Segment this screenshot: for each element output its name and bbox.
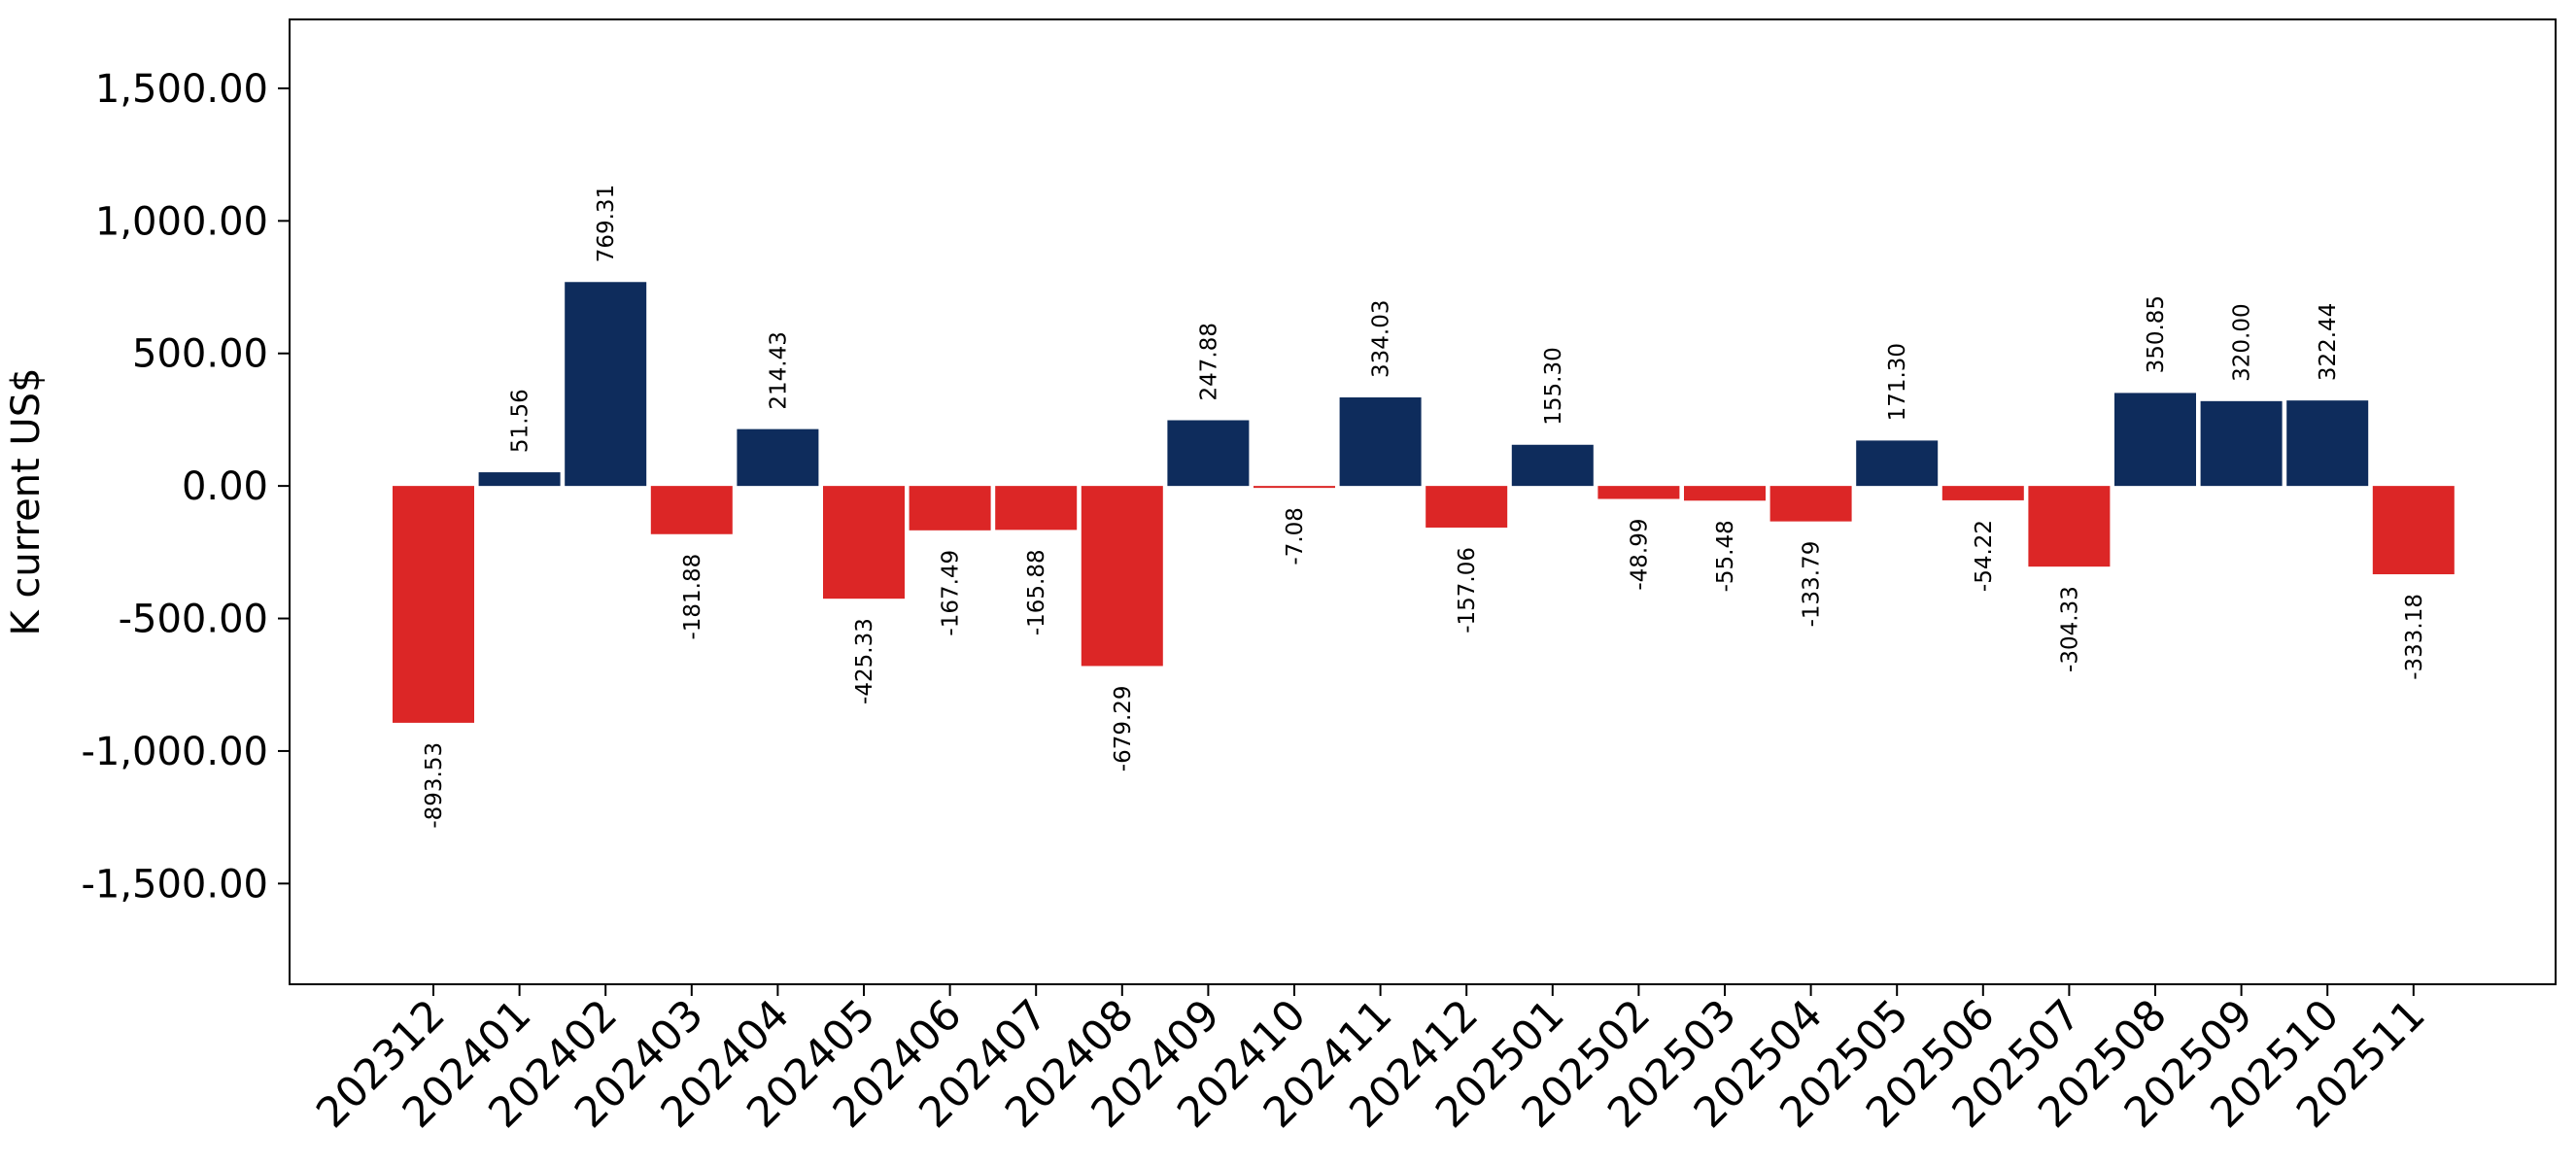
bar-202504 bbox=[1769, 486, 1852, 522]
data-label-202404: 214.43 bbox=[766, 331, 791, 409]
y-tick-label: -1,000.00 bbox=[81, 730, 268, 774]
y-axis-label: K current US$ bbox=[4, 367, 49, 635]
data-label-202505: 171.30 bbox=[1885, 343, 1910, 421]
bars-group bbox=[393, 282, 2455, 723]
bar-202502 bbox=[1597, 486, 1680, 499]
data-label-202503: -55.48 bbox=[1713, 520, 1738, 592]
bar-202401 bbox=[478, 472, 561, 487]
bar-202312 bbox=[393, 486, 474, 723]
bar-202511 bbox=[2372, 486, 2455, 575]
data-label-202510: 322.44 bbox=[2316, 303, 2341, 381]
data-label-202407: -165.88 bbox=[1024, 549, 1049, 635]
bar-202408 bbox=[1081, 486, 1163, 667]
bar-202412 bbox=[1425, 486, 1508, 528]
bar-202402 bbox=[565, 282, 647, 487]
data-labels-group: -893.53 51.56 769.31 -181.88 214.43 -425.33 -1… bbox=[422, 185, 2427, 829]
data-label-202507: -304.33 bbox=[2057, 586, 2082, 672]
data-label-202412: -157.06 bbox=[1455, 547, 1480, 634]
plot-frame bbox=[289, 18, 2557, 985]
bar-202506 bbox=[1941, 486, 2024, 500]
bar-202509 bbox=[2200, 400, 2283, 487]
y-tick-label: 1,000.00 bbox=[95, 199, 268, 244]
data-label-202410: -7.08 bbox=[1283, 507, 1308, 565]
bar-202510 bbox=[2286, 400, 2369, 487]
y-tick-label: -500.00 bbox=[119, 598, 268, 642]
bar-202410 bbox=[1254, 486, 1335, 489]
bar-202507 bbox=[2028, 486, 2111, 567]
bar-202411 bbox=[1339, 397, 1422, 487]
bar-202404 bbox=[737, 428, 819, 487]
data-label-202406: -167.49 bbox=[939, 550, 964, 636]
data-label-202502: -48.99 bbox=[1627, 518, 1652, 590]
data-label-202312: -893.53 bbox=[422, 742, 447, 829]
data-label-202403: -181.88 bbox=[680, 554, 705, 640]
data-label-202402: 769.31 bbox=[594, 185, 619, 262]
bar-202407 bbox=[995, 486, 1078, 531]
bar-202501 bbox=[1511, 444, 1594, 487]
bar-202409 bbox=[1167, 420, 1250, 487]
data-label-202511: -333.18 bbox=[2402, 594, 2427, 680]
data-label-202501: 155.30 bbox=[1541, 347, 1566, 425]
data-label-202508: 350.85 bbox=[2144, 295, 2169, 373]
y-tick-label: 500.00 bbox=[132, 332, 268, 377]
data-label-202408: -679.29 bbox=[1111, 685, 1136, 771]
bar-202403 bbox=[650, 486, 733, 534]
data-label-202506: -54.22 bbox=[1972, 520, 1997, 592]
y-tick-label: 0.00 bbox=[182, 464, 268, 509]
data-label-202405: -425.33 bbox=[852, 618, 877, 704]
bar-202406 bbox=[909, 486, 991, 531]
y-tick-label: -1,500.00 bbox=[81, 862, 268, 907]
bar-202405 bbox=[823, 486, 905, 600]
bar-202503 bbox=[1684, 486, 1766, 501]
data-label-202509: 320.00 bbox=[2230, 303, 2255, 381]
bar-202508 bbox=[2114, 393, 2196, 487]
y-tick-label: 1,500.00 bbox=[95, 67, 268, 112]
y-axis: -1,500.00 -1,000.00 -500.00 0.00 500.00 1,000… bbox=[81, 67, 290, 907]
data-label-202504: -133.79 bbox=[1800, 541, 1825, 628]
data-label-202401: 51.56 bbox=[508, 389, 533, 453]
bar-202505 bbox=[1856, 440, 1939, 487]
data-label-202409: 247.88 bbox=[1196, 323, 1221, 400]
data-label-202411: 334.03 bbox=[1369, 300, 1394, 378]
